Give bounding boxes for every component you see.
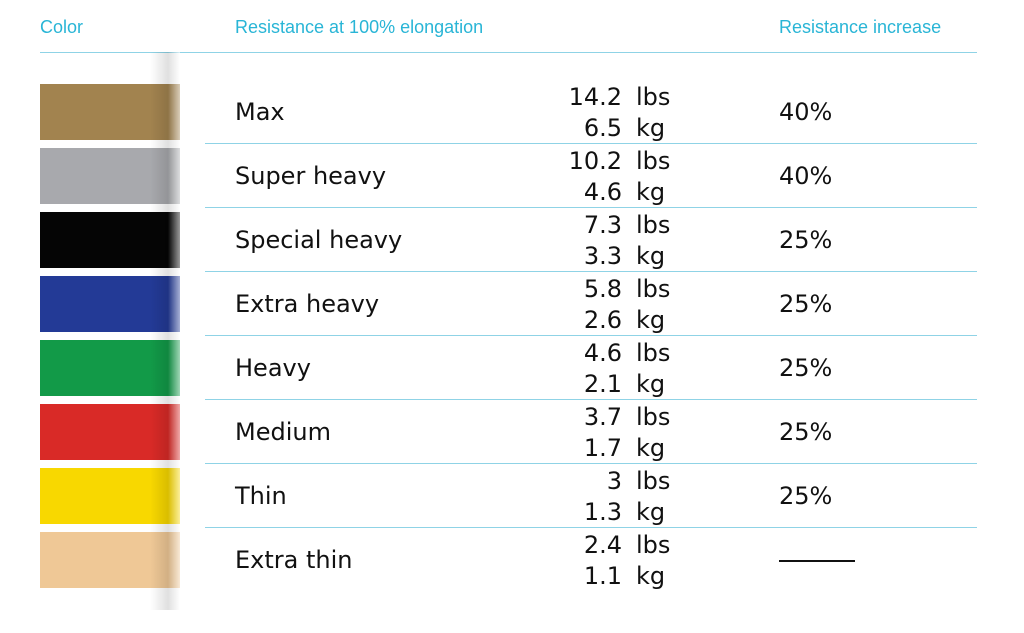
kg-unit: kg <box>636 242 666 270</box>
increase: 25% <box>779 354 833 382</box>
lbs-unit: lbs <box>636 147 671 175</box>
row-rule <box>205 271 977 272</box>
band-name: Special heavy <box>235 226 403 254</box>
increase: 25% <box>779 226 833 254</box>
kg-value: 2.1 <box>583 370 622 398</box>
band-name: Thin <box>235 482 287 510</box>
increase: 25% <box>779 290 833 318</box>
lbs-value: 4.6 <box>583 339 622 367</box>
row-rule <box>205 399 977 400</box>
kg-value: 4.6 <box>583 178 622 206</box>
header-rule <box>40 52 977 53</box>
increase: 25% <box>779 418 833 446</box>
lbs-value: 14.2 <box>568 83 622 111</box>
lbs-value: 3.7 <box>583 403 622 431</box>
kg-unit: kg <box>636 306 666 334</box>
lbs-value: 5.8 <box>583 275 622 303</box>
swatch-shadow <box>150 52 180 610</box>
lbs-unit: lbs <box>636 403 671 431</box>
increase: 40% <box>779 98 833 126</box>
lbs-value: 2.4 <box>583 531 622 559</box>
band-name: Heavy <box>235 354 311 382</box>
header-color: Color <box>40 17 84 37</box>
kg-value: 6.5 <box>583 114 622 142</box>
lbs-unit: lbs <box>636 339 671 367</box>
band-name: Max <box>235 98 285 126</box>
kg-value: 1.3 <box>583 498 622 526</box>
kg-value: 1.1 <box>583 562 622 590</box>
row-rule <box>205 143 977 144</box>
band-name: Extra thin <box>235 546 353 574</box>
kg-unit: kg <box>636 114 666 142</box>
header-resistance: Resistance at 100% elongation <box>235 17 484 37</box>
row-rule <box>205 207 977 208</box>
band-name: Super heavy <box>235 162 387 190</box>
increase-dash <box>779 560 855 562</box>
kg-unit: kg <box>636 178 666 206</box>
row-rule <box>205 463 977 464</box>
kg-unit: kg <box>636 498 666 526</box>
lbs-unit: lbs <box>636 211 671 239</box>
lbs-unit: lbs <box>636 531 671 559</box>
kg-unit: kg <box>636 370 666 398</box>
lbs-unit: lbs <box>636 83 671 111</box>
header-increase: Resistance increase <box>779 17 942 37</box>
kg-unit: kg <box>636 434 666 462</box>
kg-value: 3.3 <box>583 242 622 270</box>
row-rule <box>205 527 977 528</box>
kg-value: 2.6 <box>583 306 622 334</box>
lbs-value: 7.3 <box>583 211 622 239</box>
row-rule <box>205 335 977 336</box>
increase: 25% <box>779 482 833 510</box>
lbs-value: 3 <box>606 467 622 495</box>
lbs-unit: lbs <box>636 467 671 495</box>
band-name: Extra heavy <box>235 290 380 318</box>
increase: 40% <box>779 162 833 190</box>
lbs-value: 10.2 <box>568 147 622 175</box>
kg-unit: kg <box>636 562 666 590</box>
band-name: Medium <box>235 418 331 446</box>
kg-value: 1.7 <box>583 434 622 462</box>
lbs-unit: lbs <box>636 275 671 303</box>
